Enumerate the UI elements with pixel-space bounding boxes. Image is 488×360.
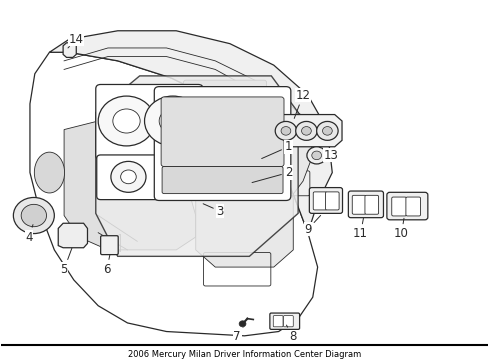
Polygon shape [96, 76, 298, 256]
Circle shape [311, 151, 321, 160]
FancyBboxPatch shape [309, 188, 342, 213]
FancyBboxPatch shape [269, 313, 299, 329]
Circle shape [301, 127, 311, 135]
Text: 13: 13 [323, 149, 338, 162]
Polygon shape [273, 104, 312, 194]
Text: 4: 4 [25, 225, 33, 243]
Ellipse shape [34, 152, 64, 193]
FancyBboxPatch shape [351, 195, 365, 214]
FancyBboxPatch shape [183, 80, 266, 127]
Text: 2: 2 [251, 166, 291, 183]
Circle shape [316, 121, 337, 140]
FancyBboxPatch shape [283, 316, 293, 327]
Polygon shape [195, 147, 293, 267]
Text: 14: 14 [68, 33, 83, 48]
FancyBboxPatch shape [162, 167, 283, 194]
Circle shape [159, 109, 186, 133]
FancyBboxPatch shape [161, 97, 284, 167]
Text: 2006 Mercury Milan Driver Information Center Diagram: 2006 Mercury Milan Driver Information Ce… [128, 350, 360, 359]
FancyBboxPatch shape [313, 192, 326, 210]
Text: 7: 7 [233, 328, 243, 343]
Polygon shape [49, 31, 331, 233]
Text: 1: 1 [261, 140, 291, 158]
Circle shape [322, 127, 331, 135]
FancyBboxPatch shape [364, 195, 378, 214]
Circle shape [113, 109, 140, 133]
Text: 10: 10 [393, 218, 408, 240]
Circle shape [111, 161, 146, 192]
Polygon shape [30, 52, 317, 336]
Text: 12: 12 [294, 89, 310, 118]
FancyBboxPatch shape [154, 87, 290, 201]
Circle shape [306, 147, 326, 164]
Text: 8: 8 [286, 325, 296, 343]
Polygon shape [64, 121, 195, 250]
Circle shape [121, 170, 136, 184]
Text: 3: 3 [203, 204, 224, 218]
Circle shape [13, 198, 54, 234]
Polygon shape [271, 114, 341, 147]
Circle shape [98, 96, 155, 146]
Text: 11: 11 [352, 218, 367, 240]
Circle shape [21, 204, 46, 227]
FancyBboxPatch shape [386, 192, 427, 220]
Text: 6: 6 [103, 255, 110, 276]
Polygon shape [58, 223, 87, 248]
Circle shape [295, 121, 317, 140]
FancyBboxPatch shape [325, 192, 338, 210]
FancyBboxPatch shape [97, 155, 160, 200]
Circle shape [281, 127, 290, 135]
FancyBboxPatch shape [96, 85, 203, 160]
Circle shape [275, 121, 296, 140]
FancyBboxPatch shape [101, 236, 118, 255]
Text: 5: 5 [61, 248, 72, 276]
FancyBboxPatch shape [273, 316, 283, 327]
FancyBboxPatch shape [405, 197, 420, 216]
Circle shape [239, 321, 245, 327]
FancyBboxPatch shape [347, 191, 383, 218]
Polygon shape [63, 43, 76, 57]
Text: 9: 9 [304, 215, 320, 236]
Circle shape [144, 96, 201, 146]
FancyBboxPatch shape [391, 197, 406, 216]
